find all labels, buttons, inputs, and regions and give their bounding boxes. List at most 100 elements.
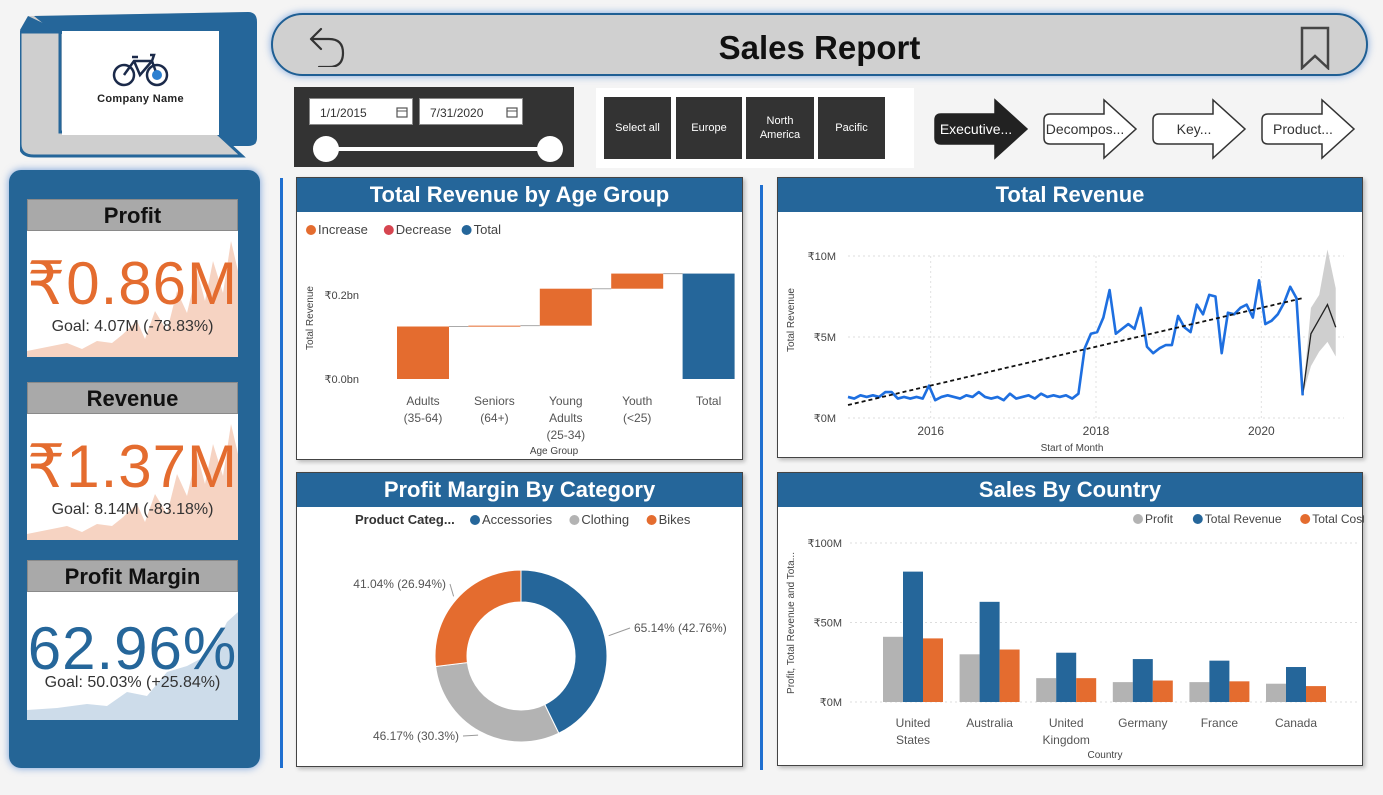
x-tick-label: (<25)	[623, 411, 651, 425]
country-bar	[1132, 659, 1153, 702]
x-tick-label: France	[1201, 716, 1239, 730]
nav-key-label: Key...	[1176, 121, 1212, 137]
x-tick-label: Seniors	[474, 394, 515, 408]
region-pacific-button[interactable]: Pacific	[818, 97, 885, 159]
page-title: Sales Report	[718, 29, 921, 66]
profit-kpi-value: ₹0.86M	[27, 250, 238, 317]
legend-label: Accessories	[482, 512, 553, 527]
legend-marker	[1300, 514, 1311, 524]
legend-marker	[1192, 514, 1203, 524]
sales-by-country-title: Sales By Country	[778, 473, 1362, 507]
bookmark-button[interactable]	[1299, 26, 1331, 71]
nav-decomposition-button[interactable]: Decompos...	[1042, 98, 1138, 160]
total-revenue-panel: Total Revenue ₹0M ₹5M ₹10M 2016 2018 2020 Tota…	[777, 177, 1363, 458]
nav-executive-button[interactable]: Executive...	[933, 98, 1029, 160]
divider	[760, 185, 763, 770]
country-bar	[979, 601, 1000, 702]
y-tick-label: ₹0.0bn	[324, 374, 359, 386]
x-tick-label: States	[896, 733, 930, 747]
slice-label: 46.17% (30.3%)	[373, 729, 459, 743]
x-tick-label: Canada	[1275, 716, 1317, 730]
end-date-input[interactable]: 7/31/2020	[419, 98, 523, 125]
legend-marker	[461, 225, 472, 235]
y-axis-title: Total Revenue	[786, 288, 797, 352]
x-tick-label: (25-34)	[546, 428, 585, 442]
total-revenue-title: Total Revenue	[778, 178, 1362, 212]
calendar-icon[interactable]	[506, 106, 518, 118]
legend-label: Total Cost	[1312, 512, 1364, 526]
legend-label: Total	[474, 222, 502, 237]
company-name: Company Name	[97, 93, 184, 105]
country-bar	[1229, 681, 1250, 702]
country-bar	[1306, 686, 1326, 702]
legend-marker	[383, 225, 394, 235]
country-bar	[1056, 652, 1077, 702]
date-slider-end-handle[interactable]	[537, 136, 563, 162]
legend-marker	[306, 225, 316, 235]
y-tick-label: ₹100M	[807, 538, 842, 550]
margin-kpi-value: 62.96%	[27, 615, 238, 682]
region-slicer: Select all Europe North America Pacific	[596, 88, 914, 168]
country-bar	[1112, 682, 1133, 702]
date-slider-start-handle[interactable]	[313, 136, 339, 162]
y-tick-label: ₹0M	[814, 413, 836, 425]
revenue-kpi-goal: Goal: 8.14M (-83.18%)	[51, 501, 214, 518]
forecast-band	[1302, 249, 1336, 396]
nav-product-label: Product...	[1273, 121, 1333, 137]
leader-line	[462, 734, 479, 737]
bookmark-icon	[1300, 26, 1330, 71]
country-bar	[1286, 667, 1306, 702]
donut-slice	[434, 569, 522, 668]
end-date-value: 7/31/2020	[430, 106, 484, 120]
legend-marker	[1133, 514, 1143, 524]
x-axis-title: Age Group	[530, 446, 579, 457]
region-north-america-button[interactable]: North America	[746, 97, 814, 159]
total-revenue-chart: ₹0M ₹5M ₹10M 2016 2018 2020 Total Revenue Start…	[786, 249, 1344, 454]
calendar-icon[interactable]	[396, 106, 408, 118]
revenue-kpi-card: Revenue ₹1.37M Goal: 8.14M (-83.18%)	[27, 382, 238, 540]
country-bar	[1036, 678, 1057, 702]
country-bar	[959, 654, 980, 702]
country-bar	[1266, 683, 1286, 702]
country-bar	[999, 649, 1020, 702]
legend-label: Profit	[1145, 512, 1174, 526]
x-tick-label: 2018	[1083, 424, 1110, 438]
region-europe-button[interactable]: Europe	[676, 97, 742, 159]
profit-sparkline	[27, 241, 238, 357]
country-bar	[1189, 682, 1210, 702]
legend-marker	[646, 515, 657, 525]
x-axis-title: Country	[1087, 750, 1122, 761]
region-select-all-button[interactable]: Select all	[604, 97, 671, 159]
country-bar	[903, 571, 923, 702]
nav-key-button[interactable]: Key...	[1151, 98, 1247, 160]
nav-product-button[interactable]: Product...	[1260, 98, 1356, 160]
profit-kpi-card: Profit ₹0.86M Goal: 4.07M (-78.83%)	[27, 199, 238, 357]
undo-arrow-icon	[309, 27, 345, 69]
country-bar	[1209, 660, 1230, 702]
y-tick-label: ₹5M	[814, 332, 836, 344]
date-range-slicer: 1/1/2015 7/31/2020	[294, 87, 574, 167]
back-button[interactable]	[303, 23, 347, 69]
date-slider-track[interactable]	[326, 147, 550, 151]
x-tick-label: Adults	[406, 394, 439, 408]
leader-line	[449, 583, 455, 597]
waterfall-bar	[611, 273, 664, 289]
margin-kpi-goal: Goal: 50.03% (+25.84%)	[44, 674, 221, 691]
logo-box: Company Name	[62, 31, 219, 135]
nav-decomposition-label: Decompos...	[1045, 121, 1125, 137]
country-bar	[923, 638, 943, 702]
y-tick-label: ₹0M	[820, 697, 842, 709]
start-date-input[interactable]: 1/1/2015	[309, 98, 413, 125]
x-tick-label: United	[1049, 716, 1084, 730]
x-tick-label: Kingdom	[1043, 733, 1090, 747]
revenue-by-age-chart: Increase Decrease Total ₹0.0bn ₹0.2bn Total R…	[305, 222, 735, 457]
profit-kpi-goal: Goal: 4.07M (-78.83%)	[51, 318, 214, 335]
x-axis-title: Start of Month	[1041, 443, 1104, 454]
x-tick-label: Adults	[549, 411, 582, 425]
y-tick-label: ₹0.2bn	[324, 290, 359, 302]
x-tick-label: Youth	[622, 394, 652, 408]
x-tick-label: (35-64)	[404, 411, 443, 425]
x-tick-label: Young	[549, 394, 583, 408]
country-bar	[1076, 678, 1097, 702]
bicycle-icon	[112, 53, 169, 87]
